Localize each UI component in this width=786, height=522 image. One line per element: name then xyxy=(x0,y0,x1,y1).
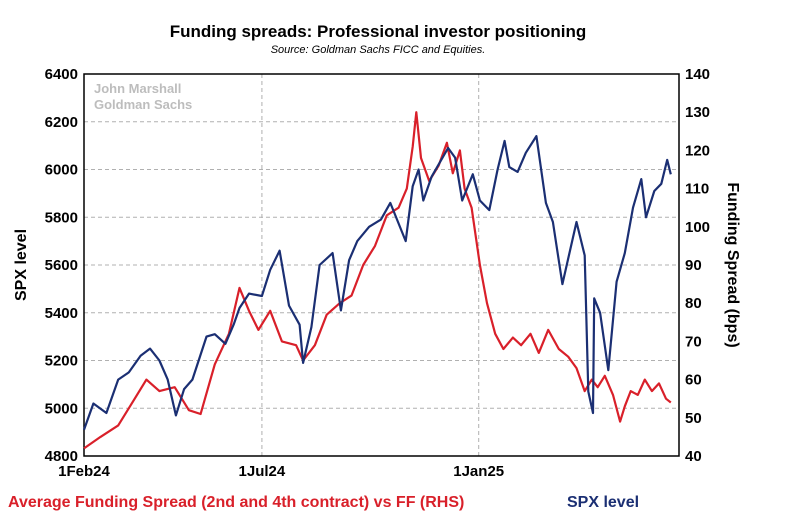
y-left-tick-label: 6400 xyxy=(45,66,78,83)
y-right-tick-label: 110 xyxy=(685,181,709,198)
chart-subtitle: Source: Goldman Sachs FICC and Equities. xyxy=(271,44,486,56)
x-tick-label: 1Jan25 xyxy=(453,463,504,480)
y-right-tick-label: 50 xyxy=(685,410,702,427)
y-right-tick-label: 120 xyxy=(685,142,710,159)
watermark-line-1: John Marshall xyxy=(94,81,181,96)
legend-spx-level: SPX level xyxy=(567,494,639,511)
y-left-tick-label: 6000 xyxy=(45,162,78,179)
y-right-tick-label: 140 xyxy=(685,66,710,83)
y-right-tick-label: 70 xyxy=(685,333,702,350)
y-left-tick-label: 5000 xyxy=(45,400,78,417)
y-right-tick-label: 40 xyxy=(685,448,702,465)
x-tick-label: 1Feb24 xyxy=(58,463,110,480)
y-right-tick-label: 130 xyxy=(685,104,710,121)
y-right-tick-label: 60 xyxy=(685,372,702,389)
chart-title: Funding spreads: Professional investor p… xyxy=(170,22,587,41)
series-line-spx-level xyxy=(82,135,672,431)
y-left-tick-label: 5200 xyxy=(45,353,78,370)
x-tick-label: 1Jul24 xyxy=(239,463,286,480)
plot-area xyxy=(83,73,680,457)
tick-labels: 4800 5000 5200 5400 5600 5800 6000 6200 6400 40 50… xyxy=(45,66,710,480)
y-left-tick-label: 5800 xyxy=(45,209,78,226)
y-right-tick-label: 80 xyxy=(685,295,702,312)
y-right-tick-label: 100 xyxy=(685,219,710,236)
y-left-tick-label: 5400 xyxy=(45,305,78,322)
legend-funding-spread: Average Funding Spread (2nd and 4th cont… xyxy=(8,494,464,511)
y-axis-left-label: SPX level xyxy=(13,229,30,301)
y-right-tick-label: 90 xyxy=(685,257,702,274)
y-left-tick-label: 6200 xyxy=(45,114,78,131)
y-left-tick-label: 5600 xyxy=(45,257,78,274)
y-left-tick-label: 4800 xyxy=(45,448,78,465)
y-axis-right-label: Funding Spread (bps) xyxy=(724,182,741,347)
watermark-line-2: Goldman Sachs xyxy=(94,97,192,112)
series-layer xyxy=(82,111,672,450)
